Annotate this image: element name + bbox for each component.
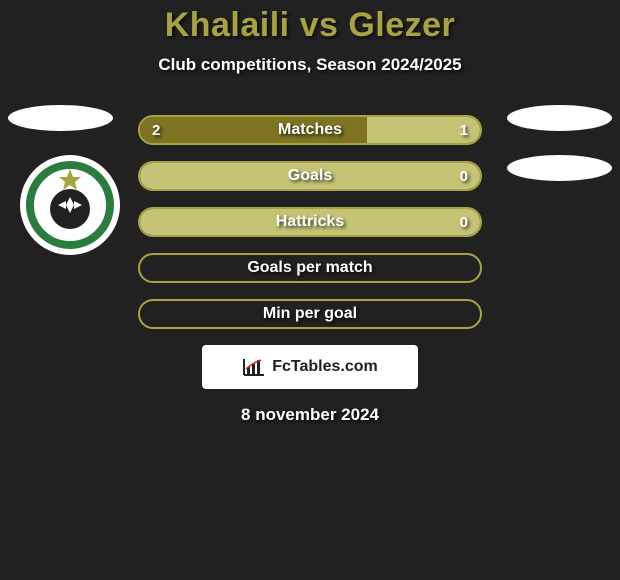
value-right: 0	[460, 209, 468, 235]
row-label: Goals	[140, 163, 480, 189]
value-right: 1	[460, 117, 468, 143]
row-label: Hattricks	[140, 209, 480, 235]
value-right: 0	[460, 163, 468, 189]
row-label: Min per goal	[140, 301, 480, 327]
stat-rows: Matches21Goals0Hattricks0Goals per match…	[138, 115, 482, 329]
row-label: Matches	[140, 117, 480, 143]
attribution-badge: FcTables.com	[202, 345, 418, 389]
attribution-text: FcTables.com	[272, 358, 378, 376]
bar-chart-icon	[242, 357, 266, 377]
chart-area: Matches21Goals0Hattricks0Goals per match…	[0, 115, 620, 425]
stat-row: Goals0	[138, 161, 482, 191]
subtitle: Club competitions, Season 2024/2025	[0, 55, 620, 75]
stat-row: Matches2 1	[138, 115, 482, 145]
player-left-placeholder	[8, 105, 113, 131]
stat-row: Min per goal	[138, 299, 482, 329]
date-text: 8 november 2024	[0, 405, 620, 425]
row-label: Goals per match	[140, 255, 480, 281]
player-right-placeholder-1	[507, 105, 612, 131]
player-right-placeholder-2	[507, 155, 612, 181]
club-logo	[20, 155, 120, 255]
value-left: 2	[152, 117, 160, 143]
stat-row: Hattricks0	[138, 207, 482, 237]
stat-row: Goals per match	[138, 253, 482, 283]
page-title: Khalaili vs Glezer	[0, 0, 620, 45]
